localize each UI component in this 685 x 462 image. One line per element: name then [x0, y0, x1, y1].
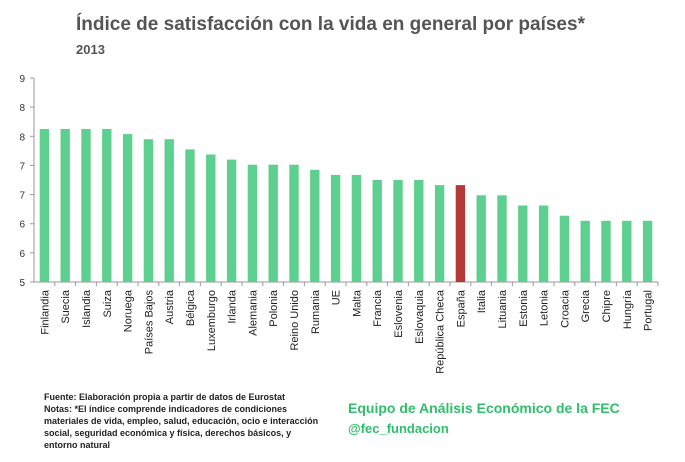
x-tick-label: Países Bajos	[143, 290, 155, 355]
x-tick-label: Alemania	[247, 289, 259, 336]
y-tick-label: 7	[19, 161, 25, 172]
note-line: materiales de vida, empleo, salud, educa…	[44, 416, 319, 426]
x-tick-label: Rumania	[310, 289, 322, 334]
bar	[226, 159, 237, 282]
x-tick-label: Irlanda	[227, 289, 239, 324]
bar	[289, 164, 299, 282]
x-tick-label: Eslovaquia	[414, 289, 426, 344]
bar	[393, 180, 403, 282]
x-tick-label: Croacia	[559, 289, 571, 328]
x-tick-label: Estonia	[518, 289, 530, 327]
bar	[330, 174, 341, 282]
bar	[497, 195, 507, 282]
x-tick-label: Letonia	[539, 289, 551, 326]
x-tick-label: España	[455, 289, 467, 327]
x-tick-label: Austria	[164, 289, 176, 324]
x-tick-label: Reino Unido	[289, 290, 301, 351]
x-tick-label: Luxemburgo	[206, 290, 218, 351]
bar	[372, 180, 382, 282]
bar	[206, 154, 216, 282]
source-note: Fuente: Elaboración propia a partir de d…	[44, 392, 286, 402]
note-line: entorno natural	[44, 440, 111, 450]
bar	[60, 129, 70, 282]
bar	[538, 205, 549, 282]
y-tick-label: 6	[19, 220, 25, 231]
bar	[642, 220, 653, 282]
x-tick-label: Finlandia	[39, 289, 51, 335]
x-tick-label: Italia	[476, 289, 488, 313]
bar	[185, 149, 195, 282]
x-tick-label: República Checa	[435, 289, 447, 374]
x-tick-label: Malta	[351, 289, 363, 317]
bar	[310, 169, 320, 282]
bar	[102, 129, 112, 282]
bar	[351, 174, 362, 282]
note-line: social, seguridad económica y física, de…	[44, 428, 292, 438]
x-tick-label: Eslovenia	[393, 289, 405, 338]
bar	[164, 139, 174, 282]
x-tick-label: Francia	[372, 289, 384, 327]
x-tick-label: Lituania	[497, 289, 509, 328]
y-tick-label: 5	[19, 278, 25, 289]
y-tick-label: 6	[19, 249, 25, 260]
x-tick-label: Polonia	[268, 289, 280, 327]
bar	[268, 164, 278, 282]
chart-title: Índice de satisfacción con la vida en ge…	[76, 14, 585, 35]
y-tick-label: 8	[19, 103, 25, 114]
y-tick-label: 7	[19, 191, 25, 202]
x-tick-label: Islandia	[81, 289, 93, 328]
x-tick-label: Suiza	[102, 289, 114, 317]
bar	[601, 220, 611, 282]
x-tick-label: Grecia	[580, 289, 592, 322]
x-tick-label: Portugal	[643, 290, 655, 331]
bar	[476, 195, 486, 282]
credit-text: Equipo de Análisis Económico de la FEC	[348, 400, 620, 416]
bar	[518, 205, 528, 282]
y-tick-label: 8	[19, 132, 25, 143]
y-tick-label: 9	[19, 74, 25, 85]
x-tick-label: Noruega	[123, 289, 135, 332]
bar	[434, 185, 445, 282]
bar	[414, 180, 424, 282]
credit-handle: @fec_fundacion	[348, 421, 449, 436]
bar	[580, 220, 590, 282]
chart-subtitle: 2013	[76, 42, 105, 57]
bar	[143, 139, 154, 282]
bar	[247, 164, 258, 282]
x-tick-label: Chipre	[601, 290, 613, 322]
bar	[39, 129, 50, 282]
footnotes: Fuente: Elaboración propia a partir de d…	[44, 391, 344, 451]
x-tick-label: Bélgica	[185, 289, 197, 326]
note-line: Notas: *El índice comprende indicadores …	[44, 404, 288, 414]
x-tick-label: Hungría	[622, 289, 634, 329]
bar	[559, 215, 570, 282]
x-tick-label: Suecia	[60, 289, 72, 324]
x-tick-label: UE	[331, 290, 343, 305]
bar	[622, 220, 632, 282]
bar	[455, 185, 466, 282]
bar	[81, 129, 91, 282]
bar	[122, 134, 133, 282]
